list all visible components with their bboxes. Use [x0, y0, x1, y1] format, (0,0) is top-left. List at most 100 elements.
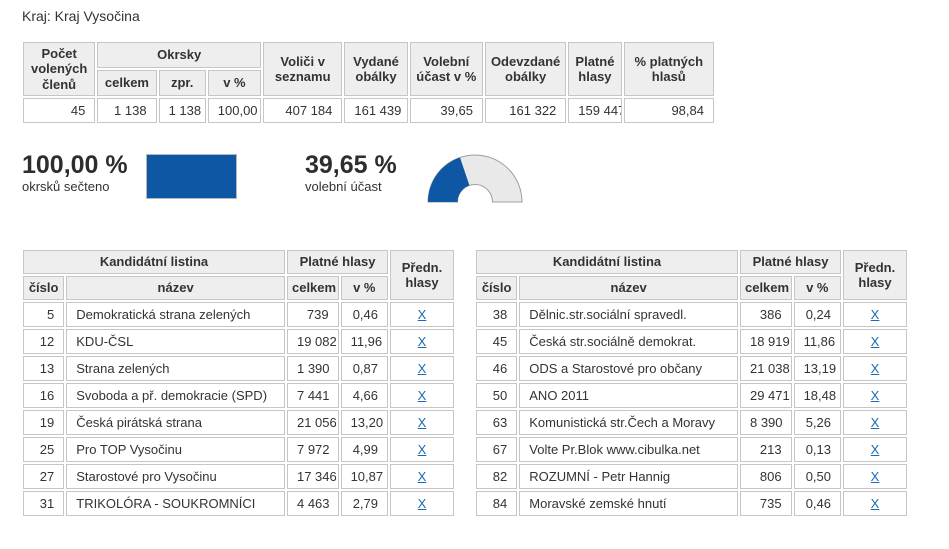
party-name: TRIKOLÓRA - SOUKROMNÍCI: [66, 491, 285, 516]
party-number: 25: [23, 437, 65, 462]
pref-votes-link[interactable]: X: [870, 496, 880, 511]
party-votes-pct: 0,50: [793, 464, 842, 489]
party-number: 27: [23, 464, 65, 489]
summary-header-valid-votes: Platné hlasy: [568, 42, 622, 96]
pref-votes-link[interactable]: X: [417, 469, 427, 484]
party-pref-cell: X: [390, 491, 454, 516]
summary-value-envelopes-issued: 161 439: [344, 98, 408, 123]
party-header-pct: v %: [793, 276, 842, 300]
pref-votes-link[interactable]: X: [417, 307, 427, 322]
summary-value-voters: 407 184: [263, 98, 343, 123]
pref-votes-link[interactable]: X: [870, 415, 880, 430]
party-name: Česká pirátská strana: [66, 410, 285, 435]
party-total-votes: 386: [739, 302, 792, 327]
party-header-valid-votes: Platné hlasy: [739, 250, 842, 274]
pref-votes-link[interactable]: X: [870, 307, 880, 322]
pref-votes-link[interactable]: X: [870, 361, 880, 376]
pref-votes-link[interactable]: X: [417, 415, 427, 430]
party-number: 46: [476, 356, 518, 381]
party-pref-cell: X: [390, 410, 454, 435]
counted-percent-value: 100,00 %: [22, 151, 128, 179]
party-votes-pct: 0,87: [340, 356, 389, 381]
party-total-votes: 1 390: [286, 356, 339, 381]
party-header-total: celkem: [286, 276, 339, 300]
turnout-percent-value: 39,65 %: [305, 151, 397, 179]
party-total-votes: 18 919: [739, 329, 792, 354]
party-total-votes: 21 038: [739, 356, 792, 381]
pref-votes-link[interactable]: X: [417, 496, 427, 511]
party-header-list: Kandidátní listina: [23, 250, 285, 274]
pref-votes-link[interactable]: X: [870, 334, 880, 349]
party-name: Starostové pro Vysočinu: [66, 464, 285, 489]
party-name: Svoboda a př. demokracie (SPD): [66, 383, 285, 408]
party-name: Strana zelených: [66, 356, 285, 381]
summary-header-envelopes-returned: Odevzdané obálky: [484, 42, 567, 96]
party-header-number: číslo: [23, 276, 65, 300]
party-number: 16: [23, 383, 65, 408]
party-row: 27 Starostové pro Vysočinu 17 346 10,87 …: [23, 464, 454, 489]
party-pref-cell: X: [843, 356, 907, 381]
party-total-votes: 7 972: [286, 437, 339, 462]
summary-header-valid-votes-pct: % platných hlasů: [623, 42, 714, 96]
party-number: 13: [23, 356, 65, 381]
party-number: 19: [23, 410, 65, 435]
summary-header-districts: Okrsky: [97, 42, 262, 68]
party-total-votes: 29 471: [739, 383, 792, 408]
party-total-votes: 735: [739, 491, 792, 516]
summary-header-turnout-pct: Volební účast v %: [409, 42, 483, 96]
party-total-votes: 213: [739, 437, 792, 462]
party-row: 12 KDU-ČSL 19 082 11,96 X: [23, 329, 454, 354]
summary-value-districts-total: 1 138: [97, 98, 157, 123]
party-row: 63 Komunistická str.Čech a Moravy 8 390 …: [476, 410, 907, 435]
pref-votes-link[interactable]: X: [417, 334, 427, 349]
summary-value-valid-votes-pct: 98,84: [623, 98, 714, 123]
party-name: Komunistická str.Čech a Moravy: [519, 410, 738, 435]
party-name: Volte Pr.Blok www.cibulka.net: [519, 437, 738, 462]
party-table-right: Kandidátní listina Platné hlasy Předn. h…: [474, 248, 909, 518]
party-total-votes: 739: [286, 302, 339, 327]
turnout-gauge: [427, 154, 523, 203]
pref-votes-link[interactable]: X: [870, 442, 880, 457]
party-header-pref-votes: Předn. hlasy: [390, 250, 454, 300]
party-name: Dělnic.str.sociální spravedl.: [519, 302, 738, 327]
turnout-percent-label: volební účast: [305, 179, 382, 195]
party-name: Demokratická strana zelených: [66, 302, 285, 327]
party-header-name: název: [519, 276, 738, 300]
party-votes-pct: 2,79: [340, 491, 389, 516]
party-votes-pct: 5,26: [793, 410, 842, 435]
party-pref-cell: X: [843, 302, 907, 327]
party-total-votes: 8 390: [739, 410, 792, 435]
pref-votes-link[interactable]: X: [870, 469, 880, 484]
party-row: 5 Demokratická strana zelených 739 0,46 …: [23, 302, 454, 327]
party-pref-cell: X: [843, 410, 907, 435]
party-votes-pct: 0,13: [793, 437, 842, 462]
pref-votes-link[interactable]: X: [417, 442, 427, 457]
party-pref-cell: X: [843, 437, 907, 462]
party-row: 50 ANO 2011 29 471 18,48 X: [476, 383, 907, 408]
party-row: 84 Moravské zemské hnutí 735 0,46 X: [476, 491, 907, 516]
party-pref-cell: X: [390, 302, 454, 327]
party-votes-pct: 11,96: [340, 329, 389, 354]
summary-row: 45 1 138 1 138 100,00 407 184 161 439 39…: [23, 98, 714, 123]
summary-value-seats: 45: [23, 98, 96, 123]
summary-value-districts-pct: 100,00: [207, 98, 262, 123]
party-number: 84: [476, 491, 518, 516]
counted-bar-fill: [147, 155, 236, 198]
pref-votes-link[interactable]: X: [870, 388, 880, 403]
party-number: 67: [476, 437, 518, 462]
pref-votes-link[interactable]: X: [417, 361, 427, 376]
party-votes-pct: 13,20: [340, 410, 389, 435]
party-header-pref-votes: Předn. hlasy: [843, 250, 907, 300]
turnout-gauge-fill: [428, 157, 470, 202]
summary-value-valid-votes: 159 447: [568, 98, 622, 123]
party-row: 31 TRIKOLÓRA - SOUKROMNÍCI 4 463 2,79 X: [23, 491, 454, 516]
pref-votes-link[interactable]: X: [417, 388, 427, 403]
summary-header-voters: Voliči v seznamu: [263, 42, 343, 96]
counted-percent-label: okrsků sečteno: [22, 179, 110, 195]
summary-table: Počet volených členů Okrsky Voliči v sez…: [21, 40, 716, 125]
party-total-votes: 4 463: [286, 491, 339, 516]
party-number: 5: [23, 302, 65, 327]
party-pref-cell: X: [843, 383, 907, 408]
party-number: 50: [476, 383, 518, 408]
summary-header-districts-total: celkem: [97, 70, 157, 96]
